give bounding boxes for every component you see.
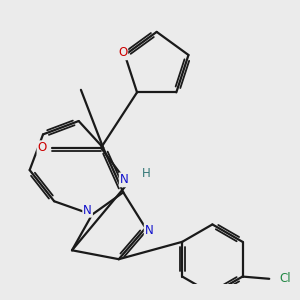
Text: H: H xyxy=(142,167,151,180)
Text: O: O xyxy=(38,141,47,154)
Text: N: N xyxy=(83,204,92,217)
Text: N: N xyxy=(120,173,128,186)
Text: Cl: Cl xyxy=(279,272,291,285)
Text: N: N xyxy=(145,224,154,237)
Text: O: O xyxy=(118,46,127,59)
